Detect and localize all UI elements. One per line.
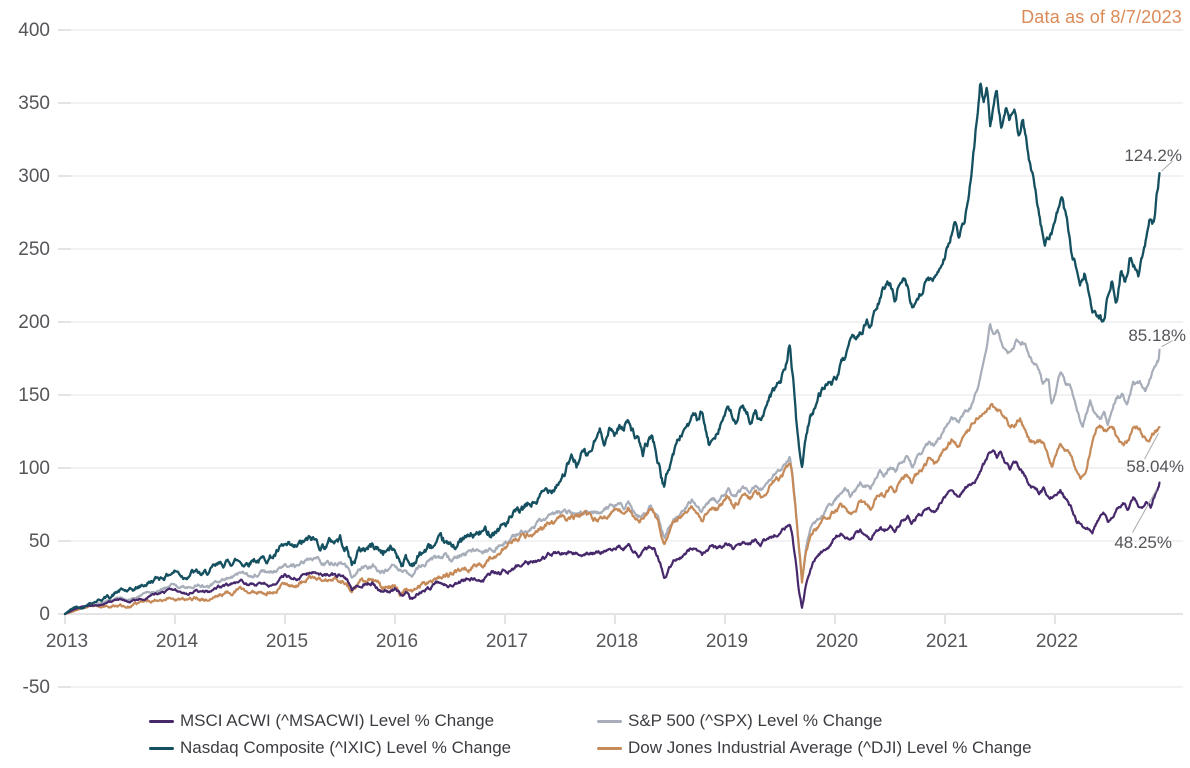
leader-line-nasdaq — [1161, 160, 1173, 172]
legend-swatch-nasdaq — [149, 746, 174, 750]
end-label-sp500: 85.18% — [1128, 326, 1186, 345]
x-axis-label-2017: 2017 — [486, 631, 528, 652]
legend-swatch-msci — [149, 719, 174, 723]
y-axis-label-350: 350 — [18, 93, 50, 114]
legend-item-msci: MSCI ACWI (^MSACWI) Level % Change — [149, 711, 494, 731]
legend-item-nasdaq: Nasdaq Composite (^IXIC) Level % Change — [149, 738, 511, 758]
x-axis-label-2015: 2015 — [266, 631, 308, 652]
legend-swatch-dow — [597, 746, 622, 750]
end-label-msci: 48.25% — [1114, 533, 1172, 552]
x-axis-labels: 2013 2014 2015 2016 2017 2018 2019 2020 2021 2022 — [46, 615, 1078, 652]
series-line-sp500 — [63, 323, 1161, 616]
y-axis-label-400: 400 — [18, 20, 50, 41]
leader-line-dow — [1144, 432, 1159, 460]
y-axis-label--50: -50 — [23, 677, 50, 698]
x-axis-label-2013: 2013 — [46, 631, 88, 652]
legend-label-sp500: S&P 500 (^SPX) Level % Change — [628, 711, 883, 730]
leader-line-msci — [1132, 489, 1157, 533]
data-as-of-label: Data as of 8/7/2023 — [1021, 7, 1182, 27]
x-axis-label-2020: 2020 — [816, 631, 858, 652]
legend-item-sp500: S&P 500 (^SPX) Level % Change — [597, 711, 882, 731]
end-label-nasdaq: 124.2% — [1124, 146, 1182, 165]
y-axis-label-250: 250 — [18, 239, 50, 260]
series-line-msci — [63, 449, 1161, 616]
y-axis-label-200: 200 — [18, 312, 50, 333]
end-label-dow: 58.04% — [1126, 457, 1184, 476]
series-line-nasdaq — [63, 82, 1161, 616]
y-axis-label-300: 300 — [18, 166, 50, 187]
y-axis-label-100: 100 — [18, 458, 50, 479]
y-axis-label-0: 0 — [39, 604, 50, 625]
leader-line-sp500 — [1161, 340, 1173, 348]
legend-item-dow: Dow Jones Industrial Average (^DJI) Leve… — [597, 738, 1032, 758]
series-lines — [63, 82, 1161, 616]
legend-label-dow: Dow Jones Industrial Average (^DJI) Leve… — [628, 738, 1032, 757]
x-axis-label-2022: 2022 — [1036, 631, 1078, 652]
y-axis-label-150: 150 — [18, 385, 50, 406]
series-line-dow — [63, 402, 1161, 616]
y-axis-label-50: 50 — [29, 531, 50, 552]
x-axis-label-2014: 2014 — [156, 631, 199, 652]
x-axis-label-2019: 2019 — [706, 631, 748, 652]
gridlines — [58, 29, 1183, 688]
x-axis-label-2018: 2018 — [596, 631, 638, 652]
x-axis-label-2016: 2016 — [376, 631, 418, 652]
legend-label-nasdaq: Nasdaq Composite (^IXIC) Level % Change — [180, 738, 512, 757]
legend-swatch-sp500 — [597, 719, 622, 723]
legend-label-msci: MSCI ACWI (^MSACWI) Level % Change — [180, 711, 495, 730]
end-value-annotations: 124.2% 85.18% 58.04% 48.25% — [1114, 146, 1186, 552]
x-axis-label-2021: 2021 — [926, 631, 968, 652]
y-axis-labels: -50 0 50 100 150 200 250 300 350 400 — [18, 20, 50, 698]
